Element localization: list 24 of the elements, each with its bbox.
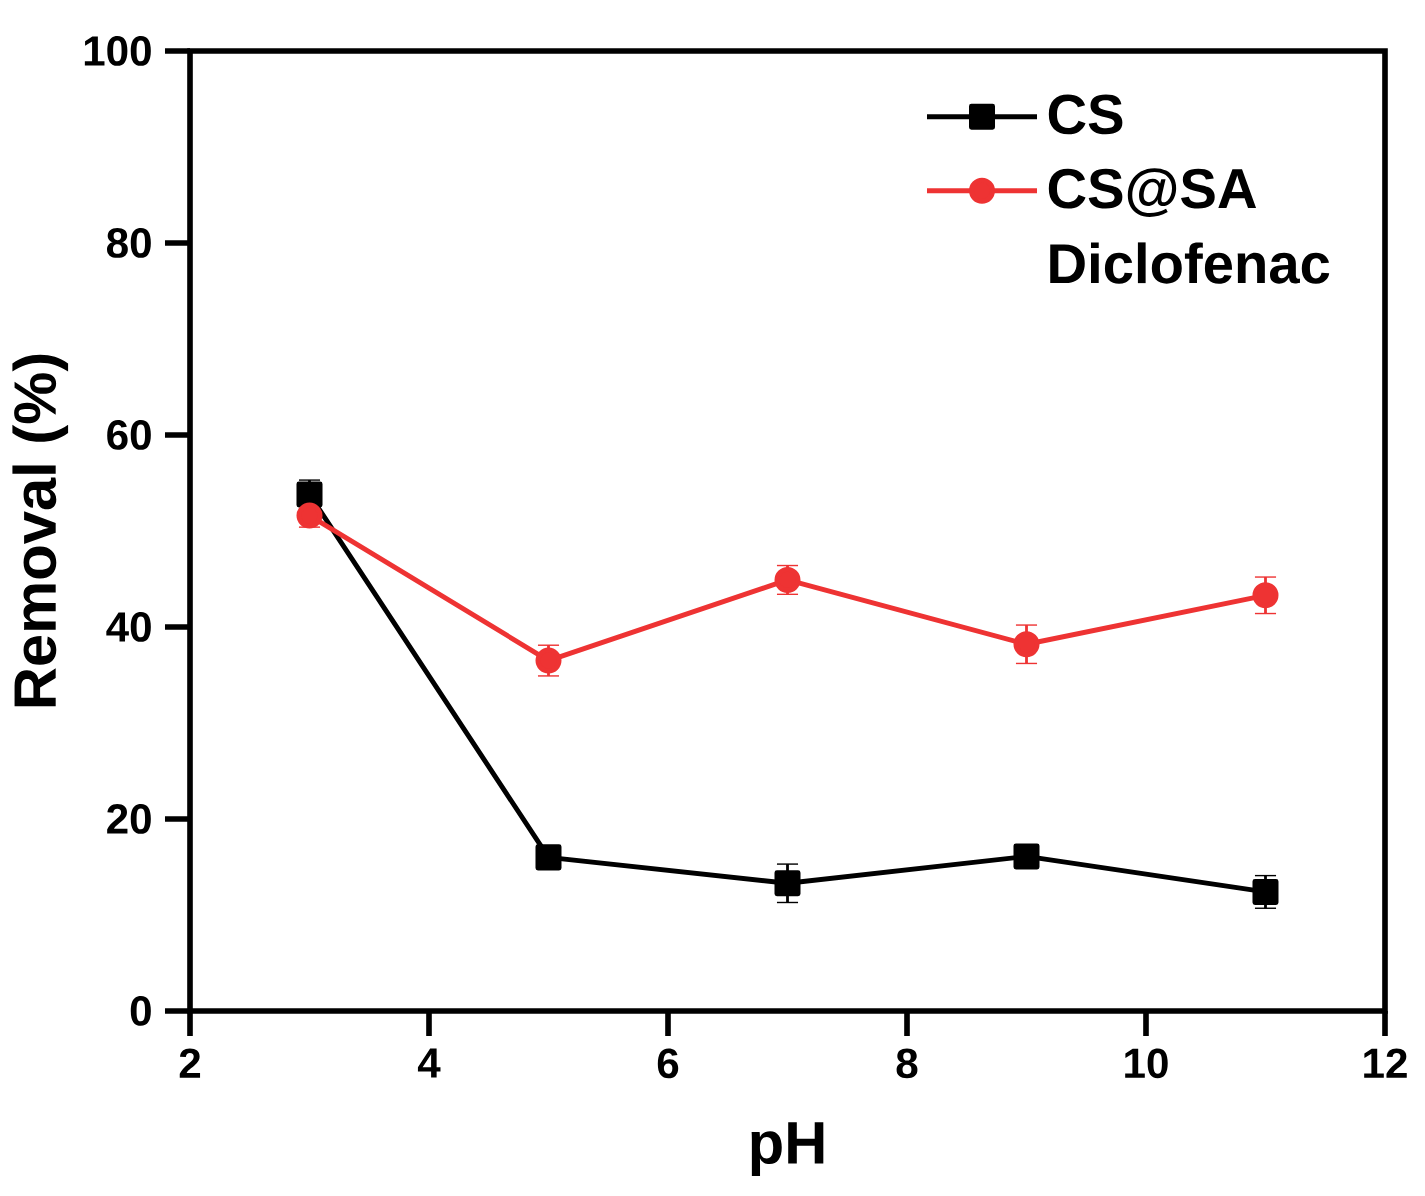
x-tick-label: 8 bbox=[896, 1048, 918, 1079]
x-tick-label: 6 bbox=[657, 1048, 679, 1079]
x-tick-label: 12 bbox=[1364, 1048, 1407, 1078]
point bbox=[774, 870, 801, 897]
legend-label: CS bbox=[1048, 94, 1123, 135]
y-tick-label: 0 bbox=[130, 996, 151, 1026]
point bbox=[1013, 631, 1040, 658]
y-tick-label: 60 bbox=[107, 420, 151, 450]
y-axis-title: Removal (%) bbox=[12, 354, 69, 707]
y-tick-label: 40 bbox=[106, 612, 151, 642]
point bbox=[1252, 582, 1279, 609]
point bbox=[1252, 878, 1279, 905]
x-tick-label: 2 bbox=[179, 1048, 201, 1078]
y-tick-label: 100 bbox=[84, 36, 151, 66]
y-tick-label: 20 bbox=[107, 804, 151, 834]
x-tick-label: 4 bbox=[417, 1048, 441, 1078]
x-tick-label: 10 bbox=[1125, 1048, 1168, 1079]
point bbox=[1013, 843, 1040, 870]
point bbox=[535, 844, 562, 871]
legend-title: Diclofenac bbox=[1050, 242, 1330, 284]
legend-label: CS@SA bbox=[1048, 168, 1257, 217]
y-tick-label: 80 bbox=[106, 228, 151, 258]
point bbox=[296, 502, 323, 529]
x-axis-title: pH bbox=[751, 1122, 824, 1176]
